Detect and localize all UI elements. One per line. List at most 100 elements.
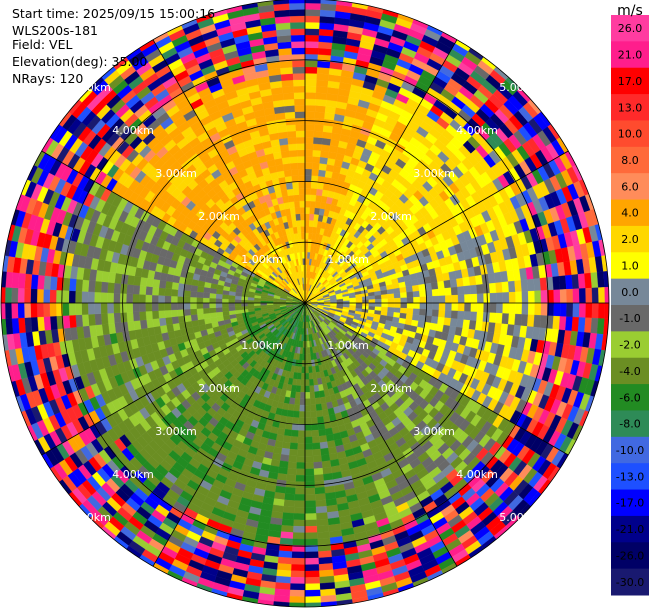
velocity-gate [11,287,19,304]
velocity-gate [310,194,317,202]
velocity-gate [304,34,320,42]
velocity-gate [552,315,561,330]
velocity-gate [119,293,127,304]
velocity-gate [292,525,306,533]
velocity-gate [539,277,548,291]
velocity-gate [320,447,330,456]
velocity-gate [443,279,452,289]
velocity-gate [36,302,44,318]
velocity-gate [304,455,314,463]
velocity-gate [304,392,311,399]
velocity-gate [304,79,317,87]
velocity-gate [151,310,160,320]
velocity-gate [301,366,306,374]
velocity-gate [476,302,484,313]
velocity-gate [309,391,316,399]
velocity-gate [158,295,165,304]
velocity-gates [0,0,610,608]
velocity-gate [300,379,306,387]
velocity-gate [139,285,147,295]
velocity-gate [184,283,192,292]
velocity-gate [278,550,293,559]
velocity-gate [559,302,567,317]
velocity-gate [196,302,204,309]
velocity-gate [138,294,146,304]
velocity-gate [190,314,198,322]
velocity-gate [68,278,77,292]
velocity-gate [451,294,459,304]
velocity-gate [444,310,452,319]
velocity-gate [308,379,314,387]
velocity-gate [393,287,401,294]
velocity-gate [387,307,395,313]
velocity-gate [291,557,306,565]
velocity-gate [316,79,329,88]
velocity-gate [284,493,296,501]
velocity-gate [315,403,323,412]
velocity-gate [449,278,458,288]
velocity-gate [317,537,331,546]
velocity-gate [304,194,311,202]
velocity-gate [290,429,299,438]
velocity-gate [209,292,217,299]
velocity-gate [43,275,52,290]
velocity-gate [553,289,561,304]
velocity-gate [515,291,523,304]
velocity-gate [316,416,325,424]
velocity-gate [304,181,312,189]
velocity-gate [221,306,229,312]
velocity-gate [170,288,179,297]
velocity-gate [126,293,134,304]
velocity-gate [304,92,317,100]
velocity-gate [164,309,172,318]
velocity-gate [215,311,224,318]
velocity-gate [419,290,427,298]
velocity-gate [62,302,70,316]
velocity-gate [312,156,321,164]
velocity-gate [451,302,459,312]
velocity-gate [399,286,407,294]
velocity-gate [445,295,452,304]
velocity-gate [30,302,38,318]
velocity-gate [275,575,291,584]
velocity-gate [304,47,319,55]
velocity-gate [320,144,331,152]
velocity-gate [295,468,306,476]
velocity-gate [228,302,236,308]
velocity-gate [292,410,300,418]
velocity-gate [107,312,115,324]
velocity-gate [419,302,427,310]
velocity-gate [276,569,292,578]
velocity-gate [215,302,223,308]
velocity-gate [304,372,310,380]
velocity-gate [321,409,330,417]
velocity-gate [540,290,548,304]
velocity-gate [316,188,324,196]
velocity-gate [281,518,294,527]
velocity-gate [126,284,134,295]
velocity-gate [286,474,297,482]
velocity-gate [577,273,586,289]
velocity-gate [304,411,312,419]
velocity-gate [49,302,57,317]
velocity-gate [319,22,335,31]
velocity-gate [304,436,313,444]
velocity-gate [292,532,306,540]
velocity-gate [304,398,311,406]
velocity-gate [572,288,580,304]
velocity-gate [578,302,587,318]
velocity-gate [314,111,326,120]
velocity-gate [290,570,306,578]
velocity-gate [282,506,295,514]
velocity-gate [228,306,236,312]
velocity-gate [158,302,165,311]
velocity-gate [304,576,320,585]
velocity-gate [247,305,255,310]
velocity-gate [318,569,334,578]
velocity-gate [304,430,313,438]
velocity-gate [304,385,310,393]
velocity-gate [290,436,299,444]
velocity-gate [106,302,114,314]
velocity-gate [304,66,318,74]
velocity-gate [304,60,318,68]
